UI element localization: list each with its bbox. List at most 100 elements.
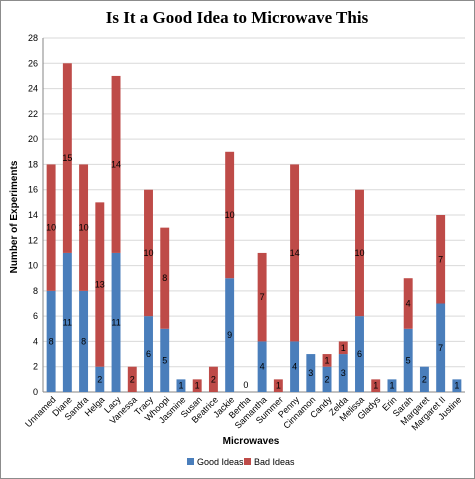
x-tick-labels: UnnamedDianeSandraHelgaLacyVanessaTracyW… [23,394,463,432]
y-axis-title: Number of Experiments [9,160,20,273]
bad-ideas-bar [62,63,72,253]
good-ideas-data-label: 5 [162,355,167,365]
x-axis-title: Microwaves [223,436,280,447]
bad-ideas-bar [79,164,89,291]
good-ideas-bar [111,252,121,392]
bad-ideas-data-label: 10 [225,210,235,220]
bad-ideas-bar [225,151,235,279]
bad-ideas-bar [436,215,446,304]
bad-ideas-bar [322,354,332,367]
y-tick-label: 26 [28,58,38,68]
bad-ideas-data-label: 13 [95,280,105,290]
good-ideas-data-label: 11 [111,317,120,327]
bad-ideas-data-label: 4 [406,299,411,309]
good-ideas-data-label: 8 [81,336,86,346]
bad-ideas-bar [208,366,218,392]
chart-title: Is It a Good Idea to Microwave This [106,8,369,27]
good-ideas-data-label: 2 [97,374,102,384]
bad-ideas-bar [355,189,364,317]
good-ideas-data-label: 11 [63,317,72,327]
good-ideas-bar [322,366,332,392]
bad-ideas-data-label: 1 [373,381,378,391]
bad-ideas-data-label: 1 [195,381,200,391]
bad-ideas-data-label: 2 [211,374,216,384]
bad-ideas-bar [95,202,105,367]
y-tick-label: 12 [28,235,38,245]
y-tick-label: 22 [28,109,38,119]
good-ideas-bar [257,341,267,392]
good-ideas-data-label: 1 [178,381,183,391]
y-tick-label: 6 [33,311,38,321]
bad-ideas-bar [371,379,381,392]
legend-label-bad: Bad Ideas [254,457,295,467]
good-ideas-bar [436,303,446,392]
good-ideas-bar [225,278,235,392]
y-tick-label: 14 [28,210,38,220]
good-ideas-data-label: 6 [146,349,151,359]
good-ideas-bar [452,379,462,392]
legend-label-good: Good Ideas [197,457,244,467]
good-ideas-bar [419,366,429,392]
bad-ideas-data-label: 1 [276,381,281,391]
good-ideas-bar [355,316,364,392]
legend-swatch-good [187,458,194,465]
good-ideas-bar [290,341,300,392]
y-tick-label: 16 [28,185,38,195]
bad-ideas-bar [144,189,153,317]
good-ideas-bar [387,379,397,392]
good-ideas-bar [160,328,170,392]
bad-ideas-bar [192,379,202,392]
y-tick-label: 20 [28,134,38,144]
bad-ideas-data-label: 10 [46,223,56,233]
gridlines [42,37,465,393]
bad-ideas-data-label: 7 [260,292,265,302]
y-tick-label: 4 [33,336,38,346]
good-ideas-bar [62,252,72,392]
bad-ideas-data-label: 10 [354,248,364,258]
legend: Good Ideas Bad Ideas [187,457,295,467]
bad-ideas-bar [160,227,170,329]
good-ideas-data-label: 9 [227,330,232,340]
bad-ideas-bar [338,341,348,355]
bad-ideas-bar [273,379,283,392]
y-tick-label: 18 [28,159,38,169]
bad-ideas-data-label: 8 [162,273,167,283]
good-ideas-data-label: 4 [292,362,297,372]
bars [46,63,462,392]
bad-ideas-data-label: 2 [130,374,135,384]
bad-ideas-data-label: 10 [143,248,153,258]
y-tick-label: 8 [33,286,38,296]
good-ideas-data-label: 6 [357,349,362,359]
y-tick-label: 10 [28,261,38,271]
bad-ideas-bar [290,164,300,342]
good-ideas-bar [338,354,348,392]
good-ideas-data-label: 2 [325,374,330,384]
bad-ideas-data-label: 14 [111,159,121,169]
good-ideas-bar [46,290,56,392]
bad-ideas-bar [127,366,137,392]
bad-ideas-data-label: 7 [438,254,443,264]
bad-ideas-data-label: 10 [79,223,89,233]
legend-swatch-bad [244,458,251,465]
good-ideas-data-label: 1 [389,381,394,391]
bad-ideas-bar [111,75,121,253]
y-tick-label: 0 [33,387,38,397]
good-ideas-data-label: 8 [49,336,54,346]
y-tick-label: 28 [28,33,38,43]
good-ideas-bar [144,316,153,392]
good-ideas-data-label: 2 [422,374,427,384]
good-ideas-data-label: 3 [341,368,346,378]
bad-ideas-bar [257,252,267,342]
good-ideas-data-label: 3 [308,368,313,378]
bad-ideas-data-label: 1 [341,343,346,353]
bad-ideas-bar [46,164,56,291]
good-ideas-bar [176,379,186,392]
bad-ideas-data-label: 15 [62,153,72,163]
good-ideas-bar [95,366,105,392]
good-ideas-data-label: 5 [406,355,411,365]
bad-ideas-data-label: 1 [325,355,330,365]
good-ideas-bar [306,354,316,392]
